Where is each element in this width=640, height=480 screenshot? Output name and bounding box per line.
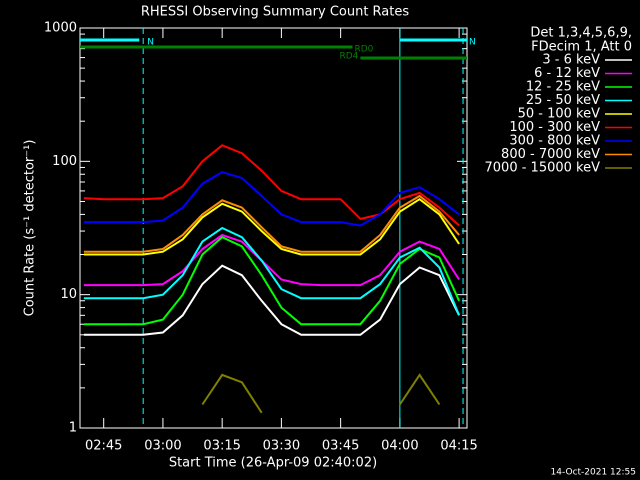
- series-line: [83, 236, 461, 326]
- y-tick-label: 1000: [44, 21, 77, 36]
- y-tick-label: 1: [69, 421, 77, 436]
- legend-label: 100 - 300 keV: [509, 120, 600, 135]
- legend-label: 25 - 50 keV: [526, 93, 600, 108]
- x-tick-label: 04:15: [440, 439, 477, 454]
- chart-title: RHESSI Observing Summary Count Rates: [141, 5, 410, 20]
- series-line: [83, 264, 460, 336]
- legend-label: 800 - 7000 keV: [501, 147, 600, 162]
- x-tick-label: 03:45: [322, 439, 359, 454]
- flag-label: RD4: [339, 52, 358, 62]
- y-tick-label: 100: [52, 154, 77, 169]
- series-line: [83, 194, 460, 253]
- series-line: [83, 144, 460, 227]
- series-line: [83, 233, 460, 287]
- y-tick-label: 10: [60, 287, 77, 302]
- flag-label: N: [469, 38, 476, 48]
- x-axis-label: Start Time (26-Apr-09 02:40:02): [169, 456, 377, 471]
- series-line: [83, 171, 460, 227]
- x-tick-label: 03:15: [203, 439, 240, 454]
- legend-header: FDecim 1, Att 0: [531, 40, 632, 55]
- x-tick-label: 03:00: [144, 439, 181, 454]
- series-line: [83, 226, 461, 316]
- flag-label: RD0: [354, 45, 373, 55]
- x-tick-label: 02:45: [85, 439, 122, 454]
- legend-label: 6 - 12 keV: [534, 66, 600, 81]
- legend-label: 7000 - 15000 keV: [485, 161, 601, 176]
- legend-label: 12 - 25 keV: [526, 80, 600, 95]
- y-axis-label: Count Rate (s⁻¹ detector⁻¹): [23, 140, 38, 317]
- x-tick-label: 04:00: [381, 439, 418, 454]
- series-line: [201, 373, 441, 414]
- legend-label: 50 - 100 keV: [518, 107, 601, 122]
- legend-header: Det 1,3,4,5,6,9,: [530, 26, 632, 41]
- legend-label: 300 - 800 keV: [509, 134, 600, 149]
- series-line: [83, 197, 460, 256]
- flag-label: N: [147, 38, 154, 48]
- x-tick-label: 03:30: [263, 439, 300, 454]
- legend-label: 3 - 6 keV: [542, 53, 600, 68]
- footer: 14-Oct-2021 12:55: [551, 468, 636, 478]
- plot-frame: [79, 27, 468, 429]
